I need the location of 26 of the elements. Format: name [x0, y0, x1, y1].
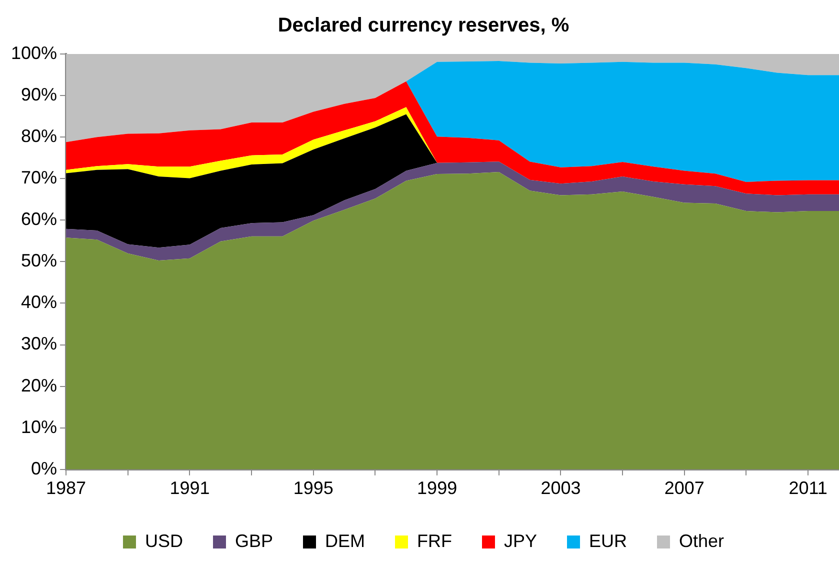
- chart-title: Declared currency reserves, %: [278, 14, 570, 37]
- legend-label: EUR: [589, 530, 628, 551]
- y-tick-label: 60%: [21, 209, 58, 230]
- y-tick-label: 0%: [31, 458, 58, 478]
- x-tick-label: 1987: [46, 478, 86, 498]
- y-tick-label: 30%: [21, 334, 58, 354]
- legend-label: FRF: [416, 530, 452, 551]
- y-tick-label: 10%: [21, 416, 58, 437]
- legend-label: GBP: [234, 530, 273, 551]
- x-tick-label: 2003: [540, 478, 581, 498]
- legend-label: Other: [679, 530, 724, 551]
- y-tick-label: 50%: [21, 250, 58, 271]
- x-tick-label: 2007: [664, 478, 704, 498]
- legend-label: JPY: [504, 530, 537, 551]
- legend-label: USD: [144, 530, 183, 551]
- x-tick-label: 1991: [170, 478, 210, 498]
- y-tick-label: 40%: [21, 292, 58, 312]
- y-tick-label: 90%: [21, 84, 58, 105]
- legend-label: DEM: [325, 530, 365, 551]
- y-tick-label: 70%: [21, 168, 58, 188]
- x-tick-label: 1999: [417, 478, 458, 498]
- y-tick-label: 80%: [21, 126, 58, 146]
- x-tick-label: 2011: [788, 478, 828, 498]
- x-tick-label: 1995: [293, 478, 334, 498]
- y-tick-label: 20%: [21, 375, 58, 396]
- y-tick-label: 100%: [10, 42, 58, 63]
